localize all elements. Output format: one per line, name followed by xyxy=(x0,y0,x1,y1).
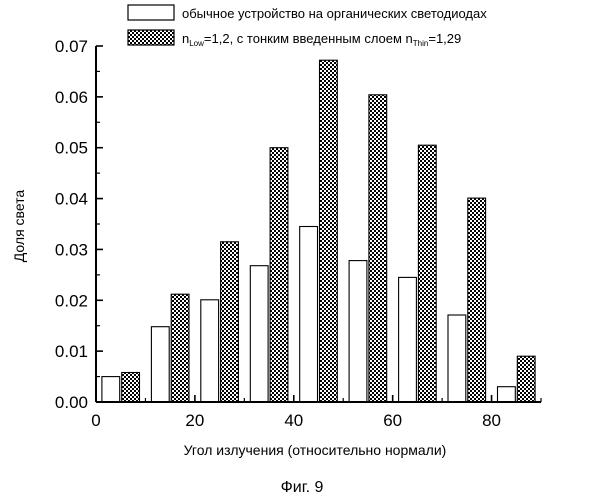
bar-series-1-bin-4 xyxy=(249,265,269,403)
bar-series-1-bin-9 xyxy=(496,386,516,403)
bars-group xyxy=(101,59,536,403)
y-tick-label: 0.03 xyxy=(55,240,88,259)
bar-series-2-bin-9 xyxy=(516,355,536,403)
bar-series-1-bin-7 xyxy=(398,276,417,403)
bar-series-1-bin-3 xyxy=(200,299,220,403)
bar-series-2-bin-3 xyxy=(220,241,239,403)
x-tick-label: 80 xyxy=(482,411,501,430)
legend-label-sub-low: Low xyxy=(189,39,204,48)
figure-caption: Фиг. 9 xyxy=(281,479,324,496)
legend-swatch-series-1 xyxy=(127,4,175,21)
ticks-group: 0.00 0.01 0.02 0.03 0.04 0.05 0.06 0.07 0 20 40 60 8… xyxy=(55,37,542,430)
y-tick-label: 0.07 xyxy=(55,37,88,56)
bar-series-2-bin-8 xyxy=(467,197,487,403)
y-tick-label: 0.01 xyxy=(55,342,88,361)
legend-label-mid: =1,2, с тонким введенным слоем n xyxy=(204,31,413,46)
bar-series-1-bin-5 xyxy=(299,225,319,403)
x-axis-title: Угол излучения (относительно нормали) xyxy=(184,442,447,458)
legend-label-n1: n xyxy=(182,31,189,46)
x-tick-label: 40 xyxy=(284,411,303,430)
y-tick-label: 0.00 xyxy=(55,393,88,412)
bar-series-1-bin-2 xyxy=(150,326,170,403)
y-axis-title: Доля света xyxy=(11,190,27,263)
legend: обычное устройство на органических свето… xyxy=(127,4,487,48)
y-tick-label: 0.06 xyxy=(55,88,88,107)
legend-label-series-2: nLow=1,2, с тонким введенным слоем nThin… xyxy=(182,31,461,48)
bar-series-1-bin-6 xyxy=(348,260,368,403)
legend-label-end: =1,29 xyxy=(428,31,461,46)
legend-swatch-series-2 xyxy=(127,29,175,46)
x-tick-label: 0 xyxy=(91,411,100,430)
bar-series-2-bin-7 xyxy=(417,144,437,403)
bar-series-2-bin-2 xyxy=(170,293,190,403)
x-tick-label: 60 xyxy=(383,411,402,430)
y-tick-label: 0.04 xyxy=(55,190,88,209)
legend-label-sub-thin: Thin xyxy=(413,39,429,48)
bar-series-1-bin-1 xyxy=(101,376,121,403)
bar-series-2-bin-6 xyxy=(368,94,388,403)
x-tick-label: 20 xyxy=(185,411,204,430)
bar-series-2-bin-5 xyxy=(318,59,338,403)
bar-series-1-bin-8 xyxy=(447,314,467,403)
bar-series-2-bin-4 xyxy=(269,147,289,403)
y-tick-label: 0.05 xyxy=(55,139,88,158)
legend-label-series-1: обычное устройство на органических свето… xyxy=(182,6,487,21)
y-tick-label: 0.02 xyxy=(55,291,88,310)
bar-series-2-bin-1 xyxy=(121,371,141,403)
